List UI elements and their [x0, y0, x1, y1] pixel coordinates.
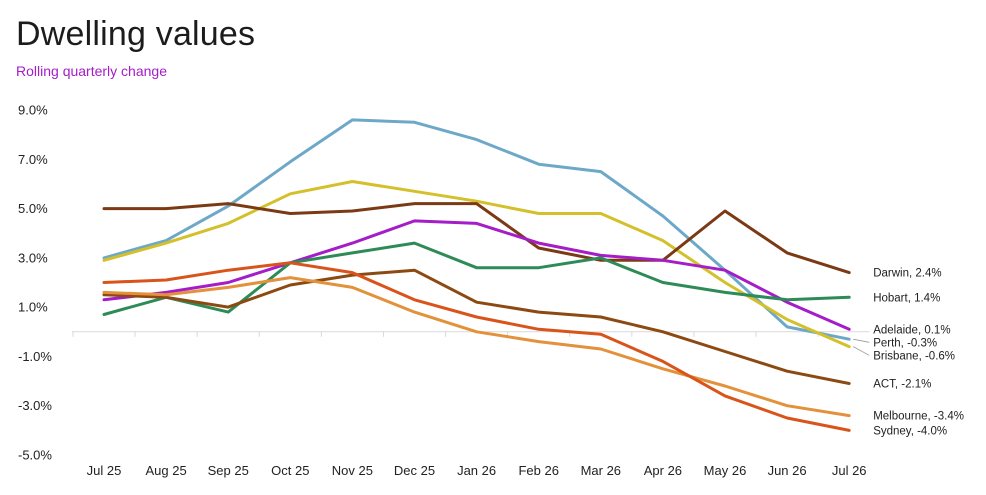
x-tick-label: Nov 25: [332, 463, 373, 478]
series-line-sydney: [102, 261, 851, 432]
series-line-adelaide: [102, 219, 851, 331]
series-end-label-darwin: Darwin, 2.4%: [873, 268, 941, 280]
label-leader-line: [853, 338, 870, 343]
series-line-act: [102, 268, 851, 385]
series-end-label-act: ACT, -2.1%: [873, 379, 931, 391]
y-tick-label: 1.0%: [18, 300, 48, 315]
y-tick-label: -3.0%: [18, 398, 52, 413]
x-tick-label: Feb 26: [518, 463, 558, 478]
series-end-label-adelaide: Adelaide, 0.1%: [873, 324, 950, 336]
series-lines: [102, 118, 851, 432]
series-end-label-melbourne: Melbourne, -3.4%: [873, 411, 964, 423]
y-tick-label: -5.0%: [18, 448, 52, 463]
y-tick-label: 7.0%: [18, 152, 48, 167]
series-end-label-perth: Perth, -0.3%: [873, 337, 937, 349]
series-end-labels: Darwin, 2.4% Hobart, 1.4% Adelaide, 0.1%Pe…: [853, 268, 964, 437]
x-tick-label: Sep 25: [208, 463, 249, 478]
y-tick-label: 3.0%: [18, 250, 48, 265]
chart-title: Dwelling values: [16, 15, 256, 53]
x-tick-label: May 26: [704, 463, 747, 478]
x-tick-label: Jul 25: [87, 463, 122, 478]
series-end-label-brisbane: Brisbane, -0.6%: [873, 350, 955, 362]
x-tick-label: Aug 25: [145, 463, 186, 478]
x-tick-label: Jun 26: [768, 463, 807, 478]
x-tick-label: Apr 26: [644, 463, 682, 478]
series-line-darwin: [102, 202, 851, 275]
y-tick-label: 5.0%: [18, 201, 48, 216]
y-tick-label: -1.0%: [18, 349, 52, 364]
y-tick-label: 9.0%: [18, 103, 48, 118]
label-leader-line: [853, 346, 870, 356]
series-line-hobart: [102, 241, 851, 316]
series-end-label-sydney: Sydney, -4.0%: [873, 425, 947, 437]
series-end-label-hobart: Hobart, 1.4%: [873, 292, 940, 304]
axes: 9.0% 7.0% 5.0% 3.0% 1.0% -1.0% -3.0% -5.0% Jul 2…: [18, 103, 870, 478]
x-tick-label: Dec 25: [394, 463, 435, 478]
series-line-brisbane: [102, 180, 851, 349]
chart-subtitle: Rolling quarterly change: [16, 63, 167, 79]
x-tick-label: Jul 26: [832, 463, 867, 478]
x-tick-label: Mar 26: [581, 463, 621, 478]
x-tick-label: Oct 25: [271, 463, 309, 478]
series-line-melbourne: [102, 276, 851, 418]
x-tick-label: Jan 26: [457, 463, 496, 478]
